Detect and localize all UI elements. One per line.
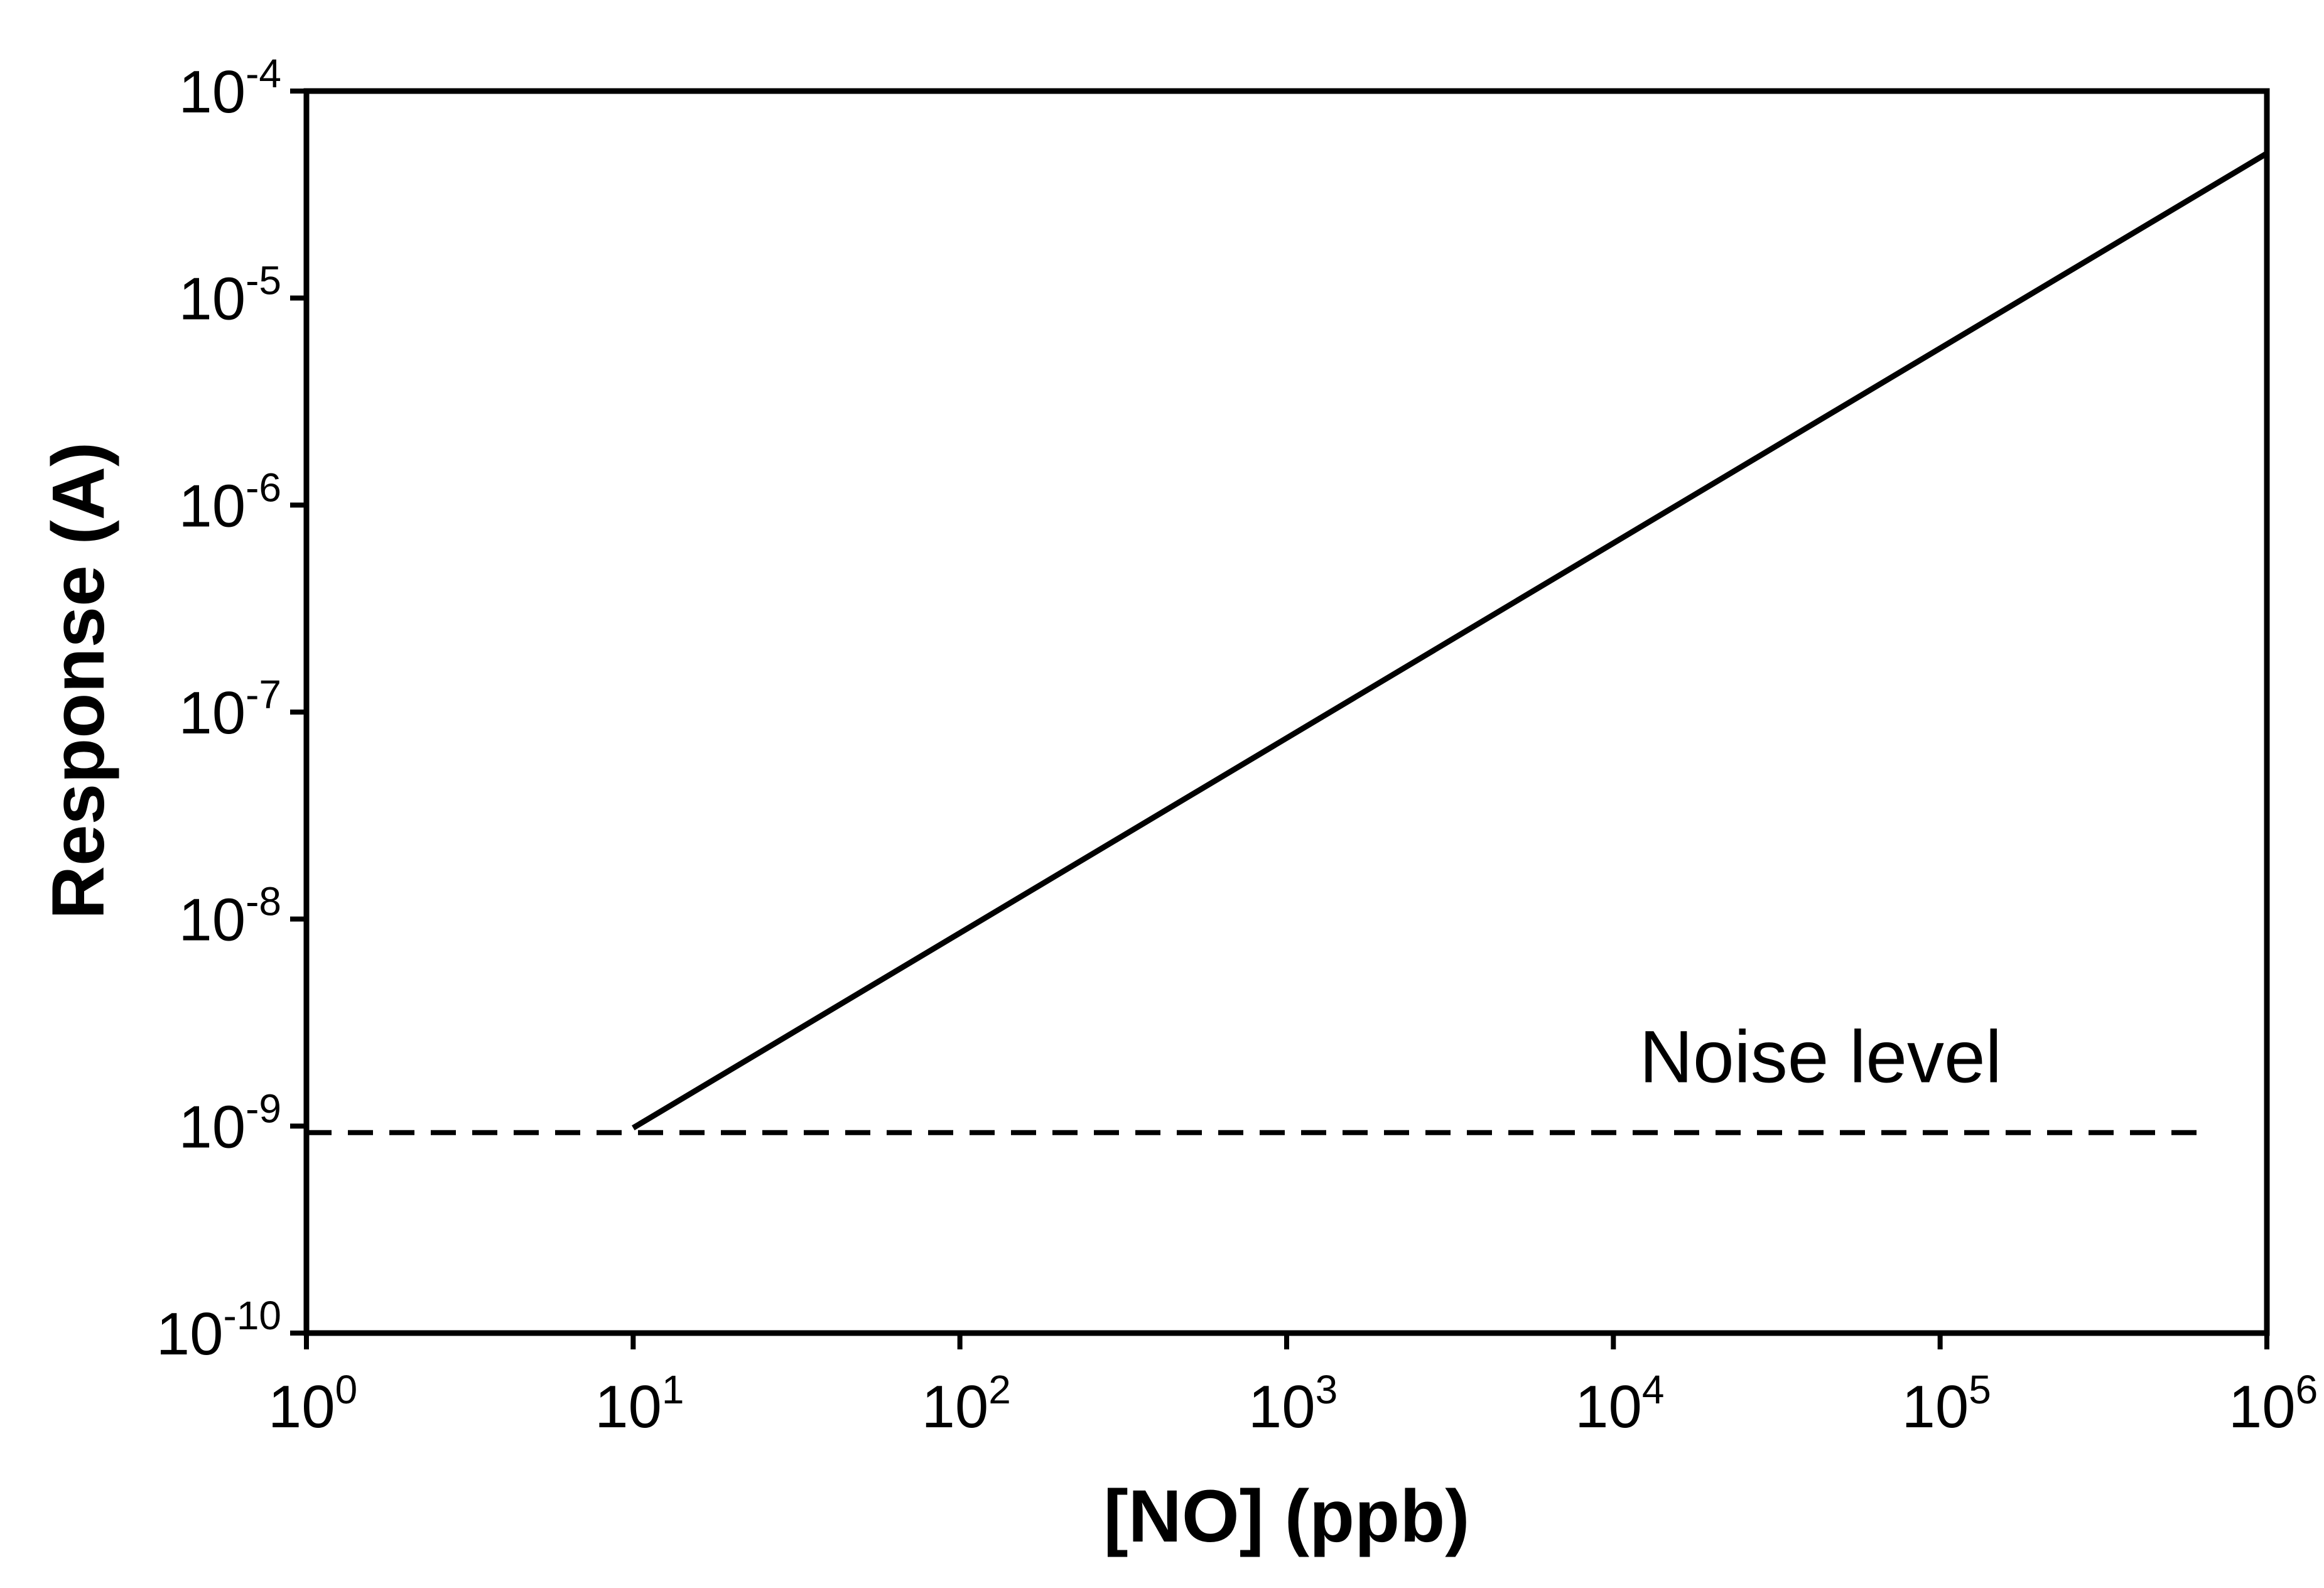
x-tick-label-base: 10 [1575, 1373, 1642, 1440]
y-tick-label-exponent: -7 [246, 672, 281, 717]
x-tick-label: 102 [921, 1367, 1010, 1440]
x-tick-label-exponent: 4 [1642, 1367, 1665, 1412]
y-tick-label-base: 10 [178, 472, 246, 539]
series-lines [632, 151, 2269, 1131]
response-line [632, 151, 2269, 1131]
x-axis-title: [NO] (ppb) [1103, 1475, 1469, 1558]
noise-level-label: Noise level [1640, 1016, 2002, 1099]
y-axis-ticks [290, 89, 306, 1336]
x-tick-label: 105 [1901, 1367, 1991, 1440]
y-axis-title: Response (A) [37, 442, 120, 920]
y-tick-label: 10-9 [178, 1086, 281, 1160]
x-tick-label-exponent: 1 [662, 1367, 684, 1412]
x-tick-label-exponent: 3 [1316, 1367, 1338, 1412]
y-tick-label-base: 10 [178, 1093, 246, 1160]
x-tick-label-exponent: 5 [1969, 1367, 1991, 1412]
x-tick-label-base: 10 [268, 1373, 335, 1440]
y-tick-label-base: 10 [178, 679, 246, 747]
y-tick-label: 10-4 [178, 51, 281, 126]
y-tick-label: 10-7 [178, 672, 281, 747]
y-tick-label-base: 10 [178, 887, 246, 954]
x-axis-tick-labels: 100 101 102 103 104 105 106 [268, 1367, 2318, 1440]
x-tick-label: 101 [595, 1367, 684, 1440]
x-tick-label-exponent: 6 [2296, 1367, 2318, 1412]
y-tick-label-exponent: -8 [246, 879, 281, 924]
y-tick-label-base: 10 [156, 1300, 224, 1368]
y-tick-label-exponent: -4 [246, 51, 281, 96]
x-tick-label-base: 10 [1901, 1373, 1969, 1440]
y-tick-label: 10-10 [156, 1293, 281, 1368]
x-tick-label: 103 [1248, 1367, 1338, 1440]
y-tick-label-base: 10 [178, 58, 246, 126]
y-tick-label-exponent: -9 [246, 1086, 281, 1131]
y-tick-label-exponent: -10 [224, 1293, 282, 1338]
y-tick-label-exponent: -6 [246, 465, 281, 510]
y-tick-label: 10-5 [178, 258, 281, 333]
y-tick-label: 10-6 [178, 465, 281, 539]
x-tick-label: 104 [1575, 1367, 1664, 1440]
x-tick-label-base: 10 [1248, 1373, 1316, 1440]
y-tick-label-exponent: -5 [246, 258, 281, 303]
x-tick-label-base: 10 [595, 1373, 662, 1440]
x-tick-label: 106 [2229, 1367, 2318, 1440]
x-tick-label-exponent: 2 [988, 1367, 1011, 1412]
x-tick-label-base: 10 [921, 1373, 988, 1440]
x-tick-label-exponent: 0 [335, 1367, 358, 1412]
y-tick-label-base: 10 [178, 266, 246, 333]
x-tick-label-base: 10 [2229, 1373, 2296, 1440]
y-tick-label: 10-8 [178, 879, 281, 954]
x-tick-label: 100 [268, 1367, 357, 1440]
x-axis-ticks [304, 1333, 2269, 1349]
